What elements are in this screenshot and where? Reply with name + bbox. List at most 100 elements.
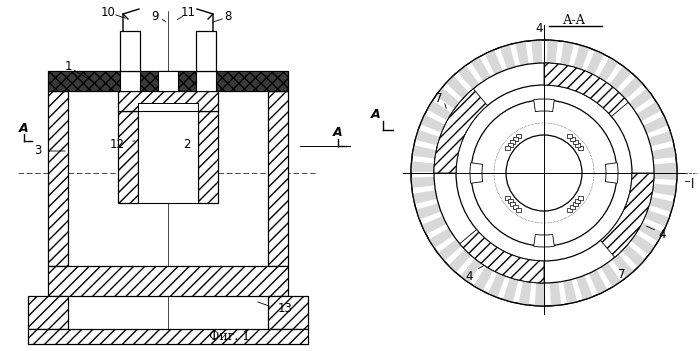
Wedge shape bbox=[645, 210, 669, 227]
Wedge shape bbox=[503, 278, 518, 302]
Circle shape bbox=[506, 135, 582, 211]
Bar bbox=[513, 137, 518, 141]
Bar bbox=[570, 137, 575, 141]
Circle shape bbox=[411, 40, 677, 306]
Polygon shape bbox=[48, 71, 120, 91]
Wedge shape bbox=[629, 88, 653, 110]
Wedge shape bbox=[638, 222, 663, 241]
Text: А-А: А-А bbox=[562, 13, 586, 26]
Wedge shape bbox=[434, 89, 487, 173]
Text: А: А bbox=[371, 108, 381, 121]
Bar bbox=[567, 208, 572, 212]
Wedge shape bbox=[620, 77, 643, 99]
Text: 3: 3 bbox=[34, 145, 42, 158]
Bar bbox=[575, 143, 580, 147]
Wedge shape bbox=[547, 40, 558, 64]
Bar bbox=[578, 146, 583, 150]
Polygon shape bbox=[140, 71, 158, 91]
Bar bbox=[573, 202, 577, 206]
Circle shape bbox=[471, 100, 617, 246]
Text: 10: 10 bbox=[101, 6, 116, 19]
Polygon shape bbox=[268, 296, 308, 329]
Wedge shape bbox=[533, 99, 554, 112]
Wedge shape bbox=[652, 146, 676, 160]
Wedge shape bbox=[470, 163, 482, 183]
Bar bbox=[578, 197, 583, 200]
Wedge shape bbox=[411, 177, 435, 188]
Bar bbox=[573, 140, 577, 144]
Wedge shape bbox=[461, 258, 482, 283]
Bar bbox=[138, 111, 198, 203]
Text: 12: 12 bbox=[110, 138, 125, 151]
Polygon shape bbox=[48, 71, 288, 91]
Wedge shape bbox=[654, 163, 677, 173]
Bar bbox=[510, 202, 515, 206]
Text: 7: 7 bbox=[618, 269, 626, 282]
Bar bbox=[505, 146, 510, 150]
Bar bbox=[120, 31, 140, 71]
Wedge shape bbox=[606, 163, 618, 183]
Wedge shape bbox=[631, 234, 655, 255]
Text: 1: 1 bbox=[64, 60, 71, 73]
Bar bbox=[158, 71, 178, 91]
Wedge shape bbox=[601, 173, 654, 257]
Polygon shape bbox=[118, 111, 138, 203]
Bar bbox=[570, 205, 575, 209]
Text: 4: 4 bbox=[466, 270, 472, 283]
Wedge shape bbox=[544, 63, 629, 117]
Wedge shape bbox=[484, 50, 503, 74]
Text: 9: 9 bbox=[151, 9, 159, 22]
Polygon shape bbox=[216, 71, 288, 91]
Text: А: А bbox=[19, 122, 29, 135]
Wedge shape bbox=[421, 216, 447, 234]
Wedge shape bbox=[446, 76, 469, 99]
Wedge shape bbox=[550, 282, 561, 306]
Wedge shape bbox=[652, 184, 676, 196]
Wedge shape bbox=[438, 239, 461, 261]
Wedge shape bbox=[458, 65, 480, 90]
Wedge shape bbox=[416, 203, 441, 220]
Wedge shape bbox=[531, 40, 542, 64]
Bar bbox=[196, 31, 216, 71]
Wedge shape bbox=[412, 190, 437, 204]
Bar bbox=[575, 199, 580, 203]
Bar bbox=[505, 197, 510, 200]
Wedge shape bbox=[460, 230, 544, 283]
Wedge shape bbox=[610, 66, 631, 90]
Bar bbox=[508, 143, 512, 147]
Text: 13: 13 bbox=[278, 303, 293, 316]
Wedge shape bbox=[533, 234, 554, 247]
Polygon shape bbox=[178, 71, 196, 91]
Circle shape bbox=[434, 63, 654, 283]
Polygon shape bbox=[138, 103, 198, 111]
Polygon shape bbox=[268, 91, 288, 266]
Wedge shape bbox=[448, 250, 471, 273]
Wedge shape bbox=[637, 101, 662, 121]
Bar bbox=[516, 134, 521, 138]
Wedge shape bbox=[598, 57, 618, 82]
Wedge shape bbox=[519, 281, 531, 305]
Wedge shape bbox=[515, 41, 528, 66]
Bar bbox=[516, 208, 521, 212]
Polygon shape bbox=[28, 329, 308, 344]
Wedge shape bbox=[500, 45, 515, 69]
Wedge shape bbox=[427, 101, 452, 120]
Circle shape bbox=[456, 85, 632, 261]
Wedge shape bbox=[411, 161, 435, 172]
Wedge shape bbox=[622, 244, 645, 267]
Wedge shape bbox=[420, 115, 445, 133]
Wedge shape bbox=[535, 283, 545, 306]
Wedge shape bbox=[412, 145, 436, 159]
Wedge shape bbox=[415, 130, 440, 145]
Polygon shape bbox=[48, 91, 68, 266]
Wedge shape bbox=[470, 57, 491, 81]
Wedge shape bbox=[612, 254, 634, 278]
Bar bbox=[120, 71, 140, 91]
Wedge shape bbox=[473, 266, 494, 291]
Text: Фиг. 1: Фиг. 1 bbox=[209, 331, 251, 344]
Wedge shape bbox=[654, 170, 677, 180]
Bar bbox=[513, 205, 518, 209]
Bar bbox=[567, 134, 572, 138]
Wedge shape bbox=[576, 275, 593, 300]
Text: А: А bbox=[333, 126, 343, 139]
